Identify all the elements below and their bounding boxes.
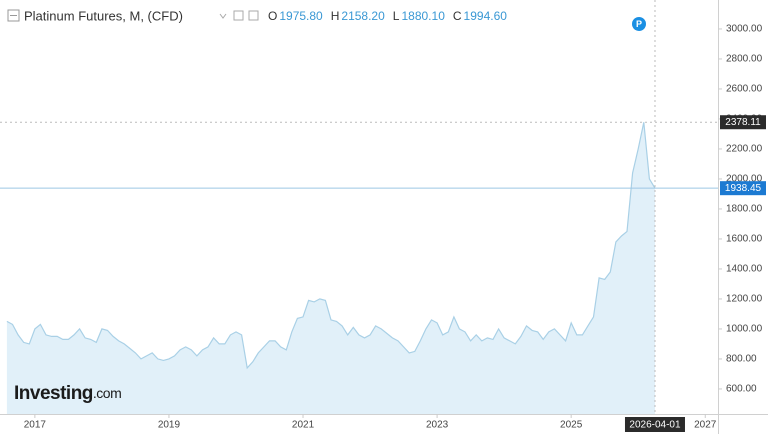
ohlc-value: 1880.10 [401, 9, 445, 23]
badge-icon[interactable] [632, 17, 646, 31]
y-tick-label: 2600.00 [726, 84, 763, 95]
cursor-date-box [624, 417, 685, 432]
badge-label: P [636, 19, 642, 29]
x-tick-label: 2027 [694, 420, 717, 431]
ohlc-key: L [393, 9, 400, 23]
ohlc-values: O 1975.80 H 2158.20 L 1880.10 C 1994.60 [268, 9, 507, 23]
ohlc-key: C [453, 9, 462, 23]
watermark-brand: Investing [14, 383, 93, 404]
collapse-icon[interactable] [7, 9, 20, 22]
ohlc-key: O [268, 9, 277, 23]
close-icon[interactable] [248, 10, 259, 21]
ohlc-value: 1994.60 [464, 9, 508, 23]
ohlc-key: H [331, 9, 340, 23]
price-line [6, 122, 656, 370]
watermark: Investing.com [14, 383, 121, 404]
last-price-label: 1938.45 [725, 183, 762, 194]
y-tick-label: 1000.00 [726, 324, 763, 335]
ohlc-value: 2158.20 [341, 9, 385, 23]
y-tick-label: 1200.00 [726, 294, 763, 305]
x-tick-label: 2025 [560, 420, 583, 431]
cursor-date-label: 2026-04-01 [629, 420, 681, 431]
x-tick-label: 2023 [426, 420, 449, 431]
watermark-suffix: .com [93, 385, 121, 401]
crosshair-label-box [720, 115, 766, 130]
crosshair-label: 2378.11 [725, 117, 761, 128]
last-price-label-box [720, 181, 766, 196]
y-tick-label: 2200.00 [726, 144, 763, 155]
y-tick-label: 600.00 [726, 384, 757, 395]
y-tick-label: 800.00 [726, 354, 757, 365]
x-tick-label: 2017 [24, 420, 47, 431]
y-tick-label: 1600.00 [726, 234, 763, 245]
area-fill [6, 122, 655, 415]
y-tick-label: 2000.00 [726, 174, 763, 185]
chart-title: Platinum Futures, M, (CFD) [24, 8, 183, 23]
plot-area [6, 122, 656, 415]
y-tick-label: 2800.00 [726, 54, 763, 65]
ohlc-value: 1975.80 [279, 9, 323, 23]
settings-icon[interactable] [233, 10, 244, 21]
y-tick-label: 3000.00 [726, 24, 763, 35]
dropdown-icon[interactable] [219, 13, 227, 19]
x-tick-label: 2019 [158, 420, 181, 431]
y-tick-label: 1800.00 [726, 204, 763, 215]
y-tick-label: 1400.00 [726, 264, 763, 275]
x-tick-label: 2021 [292, 420, 315, 431]
